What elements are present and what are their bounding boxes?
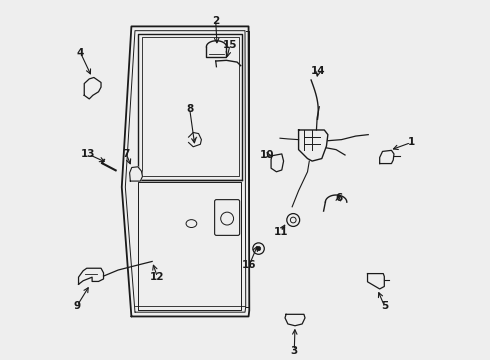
Polygon shape xyxy=(78,268,103,284)
Polygon shape xyxy=(271,154,284,172)
Text: 15: 15 xyxy=(223,40,237,50)
Polygon shape xyxy=(130,167,143,181)
Text: 8: 8 xyxy=(186,104,193,113)
Text: 5: 5 xyxy=(381,301,388,311)
Text: 4: 4 xyxy=(77,48,84,58)
Polygon shape xyxy=(298,130,328,161)
Circle shape xyxy=(256,247,261,251)
Text: 9: 9 xyxy=(74,301,81,311)
Polygon shape xyxy=(368,274,384,289)
Bar xyxy=(313,138,319,143)
Text: 12: 12 xyxy=(150,272,165,282)
Polygon shape xyxy=(84,77,101,99)
Text: 10: 10 xyxy=(260,150,274,160)
Text: 13: 13 xyxy=(81,149,96,159)
Text: 7: 7 xyxy=(122,149,130,159)
Text: 6: 6 xyxy=(335,193,342,203)
Polygon shape xyxy=(285,314,305,326)
Polygon shape xyxy=(189,132,201,147)
Text: 16: 16 xyxy=(242,260,257,270)
Text: 14: 14 xyxy=(311,66,325,76)
Text: 2: 2 xyxy=(212,16,220,26)
Polygon shape xyxy=(380,150,394,163)
Text: 1: 1 xyxy=(408,138,415,148)
Text: 3: 3 xyxy=(291,346,298,356)
Text: 11: 11 xyxy=(273,227,288,237)
Bar xyxy=(305,138,312,143)
